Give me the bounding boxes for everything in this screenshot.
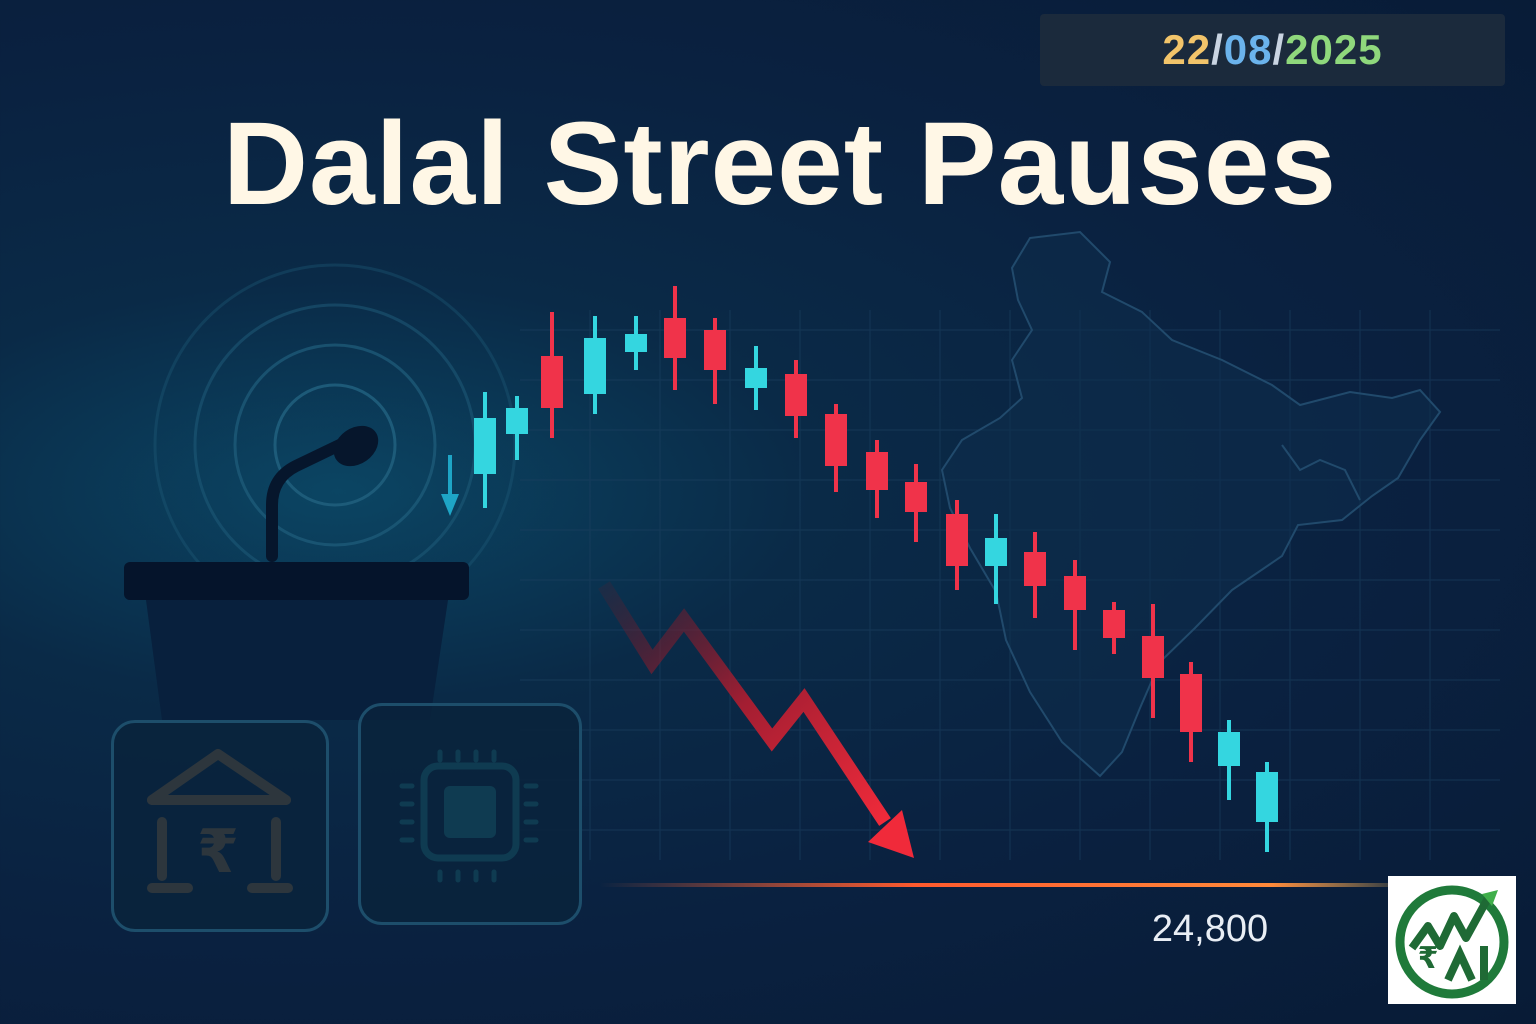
date-day: 22 xyxy=(1162,26,1212,73)
podium-microphone-icon xyxy=(124,425,469,720)
india-map-icon xyxy=(940,230,1442,778)
candle xyxy=(541,312,563,438)
candle xyxy=(905,464,927,542)
date-month: 08 xyxy=(1223,26,1273,73)
small-down-arrow-icon xyxy=(441,455,459,516)
index-level-label: 24,800 xyxy=(1151,908,1269,950)
candle xyxy=(1142,604,1164,718)
rupee-chart-logo-icon: ₹ xyxy=(1395,885,1509,999)
candlestick-chart xyxy=(474,286,1278,852)
date-separator: / xyxy=(1211,26,1224,73)
candle xyxy=(946,500,968,590)
candle xyxy=(704,318,726,404)
support-line xyxy=(600,883,1390,887)
headline: Dalal Street Pauses xyxy=(222,98,1338,230)
candle xyxy=(506,396,528,460)
candle xyxy=(825,404,847,492)
candle xyxy=(1024,532,1046,618)
date-year: 2025 xyxy=(1285,26,1383,73)
date-separator: / xyxy=(1272,26,1286,73)
candle xyxy=(1103,602,1125,654)
candle xyxy=(625,316,647,370)
downtrend-arrow-icon xyxy=(598,581,914,858)
bank-icon-box xyxy=(111,720,329,932)
candle xyxy=(1064,560,1086,650)
candle xyxy=(474,392,496,508)
candle xyxy=(664,286,686,390)
brand-logo: ₹ xyxy=(1388,876,1516,1004)
candle xyxy=(584,316,606,414)
candle xyxy=(745,346,767,410)
chip-icon-box xyxy=(358,703,582,925)
candle xyxy=(1180,662,1202,762)
date-badge: 22 / 08 / 2025 xyxy=(1040,14,1505,86)
candle xyxy=(985,514,1007,604)
candle xyxy=(1218,720,1240,800)
candle xyxy=(785,360,807,438)
candle xyxy=(866,440,888,518)
candle xyxy=(1256,762,1278,852)
svg-text:₹: ₹ xyxy=(1418,941,1439,976)
